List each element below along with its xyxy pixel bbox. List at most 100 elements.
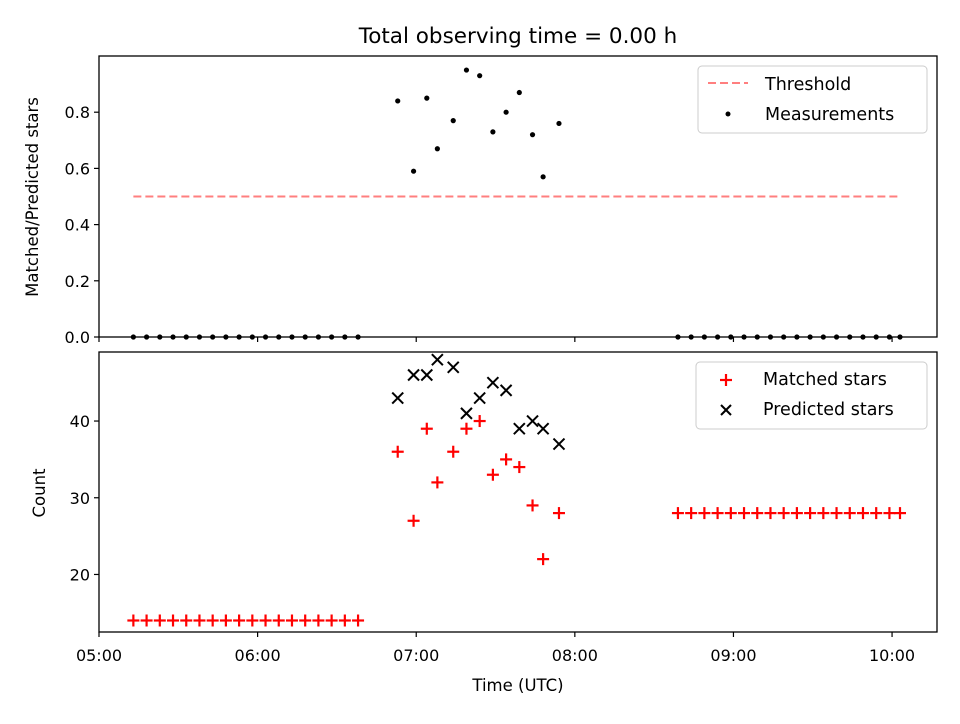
matched-star-marker <box>883 507 896 520</box>
measurement-point <box>529 132 536 138</box>
matched-star-marker <box>893 507 906 520</box>
predicted-star-marker <box>473 391 486 405</box>
matched-star-marker <box>830 507 843 520</box>
legend-predicted-label: Predicted stars <box>763 400 894 420</box>
matched-star-marker <box>552 507 565 520</box>
predicted-star-marker <box>536 422 550 435</box>
matched-star-marker <box>193 614 206 627</box>
matched-star-marker <box>299 614 312 627</box>
legend-predicted-swatch <box>720 404 732 416</box>
matched-star-marker <box>312 614 325 627</box>
x-tick-label: 05:00 <box>76 646 122 665</box>
matched-star-marker <box>526 499 539 512</box>
measurement-point <box>477 73 483 79</box>
bottom-legend-box <box>695 361 928 430</box>
measurement-point <box>424 95 430 101</box>
legend-matched-swatch <box>720 374 732 386</box>
matched-star-marker <box>233 614 246 627</box>
top-y-tick-label: 0.2 <box>65 272 90 291</box>
top-y-tick-label: 0.4 <box>65 216 90 235</box>
matched-star-marker <box>460 422 473 435</box>
x-tick-label: 07:00 <box>393 646 439 665</box>
matched-star-marker <box>153 614 166 627</box>
legend-measurements-swatch <box>725 111 731 117</box>
matched-star-marker <box>751 507 764 520</box>
matched-star-marker <box>473 415 486 428</box>
matched-star-marker <box>764 507 777 520</box>
predicted-star-marker <box>407 368 420 382</box>
bottom-panel: 20 30 40 05:00 06:00 07:00 08:00 09:00 10:00 Co… <box>30 351 938 665</box>
predicted-star-marker <box>420 368 434 382</box>
matched-star-marker <box>711 507 724 520</box>
measurement-point <box>395 98 401 104</box>
measurement-point <box>503 109 509 115</box>
top-y-tick-label: 0.0 <box>65 328 90 347</box>
bottom-y-axis: 20 30 40 <box>70 412 99 584</box>
matched-star-marker <box>685 507 698 520</box>
matched-star-marker <box>790 507 803 520</box>
top-y-tick-label: 0.8 <box>65 103 90 122</box>
predicted-star-marker <box>526 414 539 428</box>
bottom-plot-area <box>127 353 906 627</box>
matched-star-marker <box>272 614 285 627</box>
matched-star-marker <box>420 422 433 435</box>
matched-star-marker <box>127 614 140 627</box>
x-tick-label: 09:00 <box>710 646 756 665</box>
matched-star-marker <box>513 461 526 474</box>
matched-star-marker <box>537 553 550 566</box>
measurement-point <box>410 168 417 174</box>
matched-star-marker <box>325 614 338 627</box>
bottom-y-tick-label: 30 <box>70 489 90 508</box>
bottom-y-tick-label: 20 <box>70 565 90 584</box>
matched-star-marker <box>843 507 856 520</box>
matched-star-marker <box>447 445 460 458</box>
matched-star-marker <box>407 514 420 527</box>
measurement-point <box>540 174 546 180</box>
predicted-star-marker <box>486 376 500 389</box>
bottom-axes-frame <box>98 351 938 633</box>
measurement-point <box>556 120 562 127</box>
top-y-axis: 0.0 0.2 0.4 0.6 0.8 <box>65 103 99 347</box>
matched-star-marker <box>738 507 751 520</box>
chart-title: Total observing time = 0.00 h <box>358 24 678 49</box>
predicted-star-marker <box>391 391 404 405</box>
x-tick-label: 08:00 <box>552 646 598 665</box>
predicted-star-marker <box>460 407 473 420</box>
bottom-y-tick-label: 40 <box>70 412 90 431</box>
x-axis-label: Time (UTC) <box>471 676 563 695</box>
matched-star-marker <box>391 445 404 458</box>
predicted-star-marker <box>513 422 526 435</box>
matched-star-marker <box>486 468 499 481</box>
top-y-tick-label: 0.6 <box>65 159 90 178</box>
measurement-point <box>463 67 470 73</box>
matched-star-marker <box>338 614 351 627</box>
matched-star-marker <box>724 507 737 520</box>
matched-star-marker <box>500 453 513 466</box>
predicted-star-marker <box>499 384 513 397</box>
x-tick-label: 10:00 <box>869 646 915 665</box>
matched-star-marker <box>285 614 298 627</box>
measurement-point <box>516 89 522 96</box>
top-legend: Threshold Measurements <box>697 65 928 134</box>
legend-matched-label: Matched stars <box>763 370 887 390</box>
matched-star-marker <box>167 614 180 627</box>
matched-star-marker <box>777 507 790 520</box>
matched-star-marker <box>804 507 817 520</box>
top-plot-area <box>130 67 903 340</box>
top-axes-frame <box>98 55 938 338</box>
legend-threshold-label: Threshold <box>764 75 851 95</box>
bottom-x-axis: 05:00 06:00 07:00 08:00 09:00 10:00 <box>76 632 915 665</box>
bottom-y-axis-label: Count <box>30 468 49 518</box>
measurement-point <box>450 118 456 124</box>
matched-star-marker <box>856 507 869 520</box>
matched-star-marker <box>140 614 153 627</box>
matched-star-marker <box>219 614 232 627</box>
top-y-axis-label: Matched/Predicted stars <box>23 97 42 297</box>
predicted-star-marker <box>431 353 444 366</box>
matched-star-marker <box>246 614 259 627</box>
top-x-axis <box>98 337 893 342</box>
x-tick-label: 06:00 <box>235 646 281 665</box>
matched-star-marker <box>259 614 272 627</box>
matched-star-marker <box>817 507 830 520</box>
